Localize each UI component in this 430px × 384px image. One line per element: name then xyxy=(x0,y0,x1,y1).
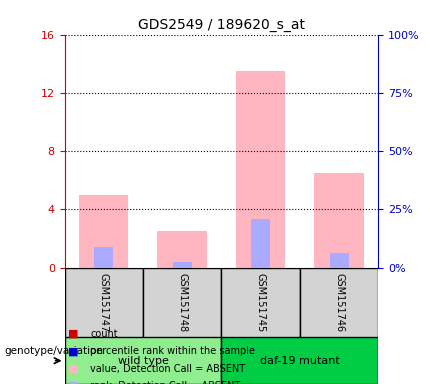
Text: daf-19 mutant: daf-19 mutant xyxy=(260,356,340,366)
FancyBboxPatch shape xyxy=(64,338,221,384)
Bar xyxy=(157,231,207,268)
Text: GSM151745: GSM151745 xyxy=(256,273,266,332)
Text: ■: ■ xyxy=(68,346,78,356)
Text: percentile rank within the sample: percentile rank within the sample xyxy=(90,346,255,356)
Text: genotype/variation: genotype/variation xyxy=(4,346,104,356)
Bar xyxy=(172,262,192,268)
Bar xyxy=(94,247,114,268)
Text: value, Detection Call = ABSENT: value, Detection Call = ABSENT xyxy=(90,364,246,374)
Title: GDS2549 / 189620_s_at: GDS2549 / 189620_s_at xyxy=(138,18,305,32)
Text: GSM151747: GSM151747 xyxy=(99,273,109,332)
Bar xyxy=(251,220,270,268)
FancyBboxPatch shape xyxy=(221,268,300,338)
Bar xyxy=(79,195,129,268)
Text: ■: ■ xyxy=(68,364,78,374)
FancyBboxPatch shape xyxy=(221,338,378,384)
FancyBboxPatch shape xyxy=(143,268,221,338)
Text: ■: ■ xyxy=(68,381,78,384)
Text: GSM151748: GSM151748 xyxy=(177,273,187,332)
Bar xyxy=(329,253,349,268)
Text: GSM151746: GSM151746 xyxy=(334,273,344,332)
Text: ■: ■ xyxy=(68,329,78,339)
FancyBboxPatch shape xyxy=(300,268,378,338)
Bar xyxy=(314,173,364,268)
Bar xyxy=(236,71,286,268)
Text: rank, Detection Call = ABSENT: rank, Detection Call = ABSENT xyxy=(90,381,240,384)
Text: wild type: wild type xyxy=(117,356,169,366)
Text: count: count xyxy=(90,329,118,339)
FancyBboxPatch shape xyxy=(64,268,143,338)
